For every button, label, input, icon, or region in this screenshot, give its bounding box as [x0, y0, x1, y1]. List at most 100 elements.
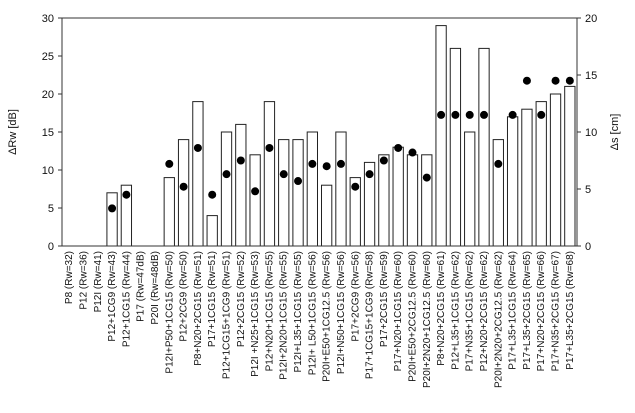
y2-tick-label: 10	[585, 127, 597, 139]
marker-point	[265, 143, 274, 152]
bar	[306, 131, 318, 247]
category-label: P12+2CG15 (Rw=52)	[236, 251, 247, 347]
bar	[535, 101, 547, 247]
category-label: P20I+E50+1CG12.5 (Rw=56)	[322, 251, 333, 382]
bar	[406, 154, 419, 247]
category-label: P12I+P50+1CG15 (Rw=50)	[164, 251, 175, 374]
bar	[278, 139, 290, 247]
category-label: P17+L35+2CG15 (Rw=65)	[522, 251, 533, 370]
category-label: P20I+2N20+1CG12.5 (Rw=60)	[422, 251, 433, 388]
y-axis-label: ΔRw [dB]	[7, 109, 19, 155]
bar	[378, 154, 390, 247]
marker-point	[236, 156, 245, 165]
y2-axis-ticks: 0 5 10 15 20	[577, 13, 597, 253]
category-label: P20I+E50+2CG12.5 (Rw=60)	[407, 251, 418, 382]
marker-point	[437, 110, 446, 119]
y-axis-ticks: 0 5 10 15 20 25 30	[42, 13, 62, 253]
y2-tick-label: 0	[585, 241, 591, 253]
category-label: P17+N20+2CG15 (Rw=66)	[536, 251, 547, 371]
marker-point	[422, 173, 431, 182]
y2-axis-label: Δs [cm]	[609, 114, 621, 151]
category-label: P12 (Rw=36)	[78, 251, 89, 310]
category-label: P12I+N50+1CG15 (Rw=56)	[336, 251, 347, 374]
category-label: P8+N20+2CG15 (Rw=61)	[436, 251, 447, 366]
marker-point	[193, 143, 202, 152]
bar	[549, 93, 562, 247]
bar-layer	[106, 25, 576, 247]
category-label: P17+2CG15 (Rw=59)	[379, 251, 390, 347]
category-label: P17+N35+2CG15 (Rw=67)	[551, 251, 562, 371]
y-tick-label: 25	[42, 51, 54, 63]
marker-point	[522, 76, 531, 85]
bar	[506, 116, 519, 247]
marker-point	[465, 110, 474, 119]
y-tick-label: 10	[42, 165, 54, 177]
marker-point	[322, 162, 331, 171]
y-tick-label: 20	[42, 89, 54, 101]
category-label: P17+N20+1CG15 (Rw=60)	[393, 251, 404, 371]
marker-point	[379, 156, 388, 165]
marker-point	[208, 190, 217, 199]
category-label: P12I+ L50+1CG15 (Rw=56)	[307, 251, 318, 375]
marker-layer	[108, 76, 574, 213]
bar	[478, 47, 490, 247]
category-label: P8 (Rw=32)	[64, 251, 75, 304]
bar	[220, 131, 233, 247]
category-labels: P8 (Rw=32) P12 (Rw=36) P12I (Rw=41) P12+1CG…	[64, 251, 576, 388]
bar	[206, 215, 218, 247]
category-label: P12+N20+1CG15 (Rw=55)	[264, 251, 275, 371]
category-label: P17+L35+2CG15 (Rw=68)	[565, 251, 576, 370]
y-tick-label: 5	[48, 203, 54, 215]
category-label: P12+N20+2CG15 (Rw=62)	[479, 251, 490, 371]
bar	[106, 192, 118, 247]
y-tick-label: 15	[42, 127, 54, 139]
marker-point	[365, 170, 374, 179]
bar	[492, 139, 504, 247]
marker-point	[279, 170, 288, 179]
marker-point	[294, 177, 303, 186]
marker-point	[165, 159, 174, 168]
marker-point	[565, 76, 574, 85]
marker-point	[394, 143, 403, 152]
category-label: P12+1CG15 (Rw=44)	[121, 251, 132, 347]
y2-tick-label: 20	[585, 13, 597, 25]
marker-point	[408, 148, 417, 157]
y-tick-label: 0	[48, 241, 54, 253]
bar	[263, 101, 276, 247]
marker-point	[508, 110, 517, 119]
bar	[564, 85, 576, 247]
marker-point	[451, 110, 460, 119]
category-label: P12+1CG9 (Rw=43)	[107, 251, 118, 342]
category-label: P17+1CG15 (Rw=51)	[207, 251, 218, 347]
category-label: P20I+2N20+2CG12.5 (Rw=62)	[493, 251, 504, 388]
bar	[177, 139, 190, 247]
category-label: P20I (Rw=48dB)	[150, 251, 161, 325]
category-label: P17+1CG15+1CG9 (Rw=58)	[365, 251, 376, 379]
bar	[192, 101, 204, 247]
category-label: P17+L35+1CG15 (Rw=64)	[508, 251, 519, 370]
marker-point	[308, 159, 317, 168]
bar	[521, 108, 533, 247]
marker-point	[251, 187, 260, 196]
marker-point	[108, 204, 117, 213]
marker-point	[179, 182, 188, 191]
category-label: P12I +N25+1CG15 (Rw=53)	[250, 251, 261, 377]
category-label: P8+N20+2CG15 (Rw=51)	[193, 251, 204, 366]
marker-point	[551, 76, 560, 85]
marker-point	[494, 159, 503, 168]
marker-point	[537, 110, 546, 119]
category-label: P12+1CG15+1CG9 (Rw=51)	[222, 251, 233, 379]
bar	[292, 139, 304, 247]
marker-point	[336, 159, 345, 168]
marker-point	[222, 170, 231, 179]
bar	[464, 131, 476, 247]
marker-point	[351, 182, 360, 191]
category-label: P17 (Rw=47dB)	[136, 251, 147, 322]
y-tick-label: 30	[42, 13, 54, 25]
bar	[321, 184, 333, 247]
y2-tick-label: 15	[585, 70, 597, 82]
bar	[435, 25, 447, 247]
marker-point	[122, 190, 131, 199]
category-label: P12+2CG9 (Rw=50)	[179, 251, 190, 342]
